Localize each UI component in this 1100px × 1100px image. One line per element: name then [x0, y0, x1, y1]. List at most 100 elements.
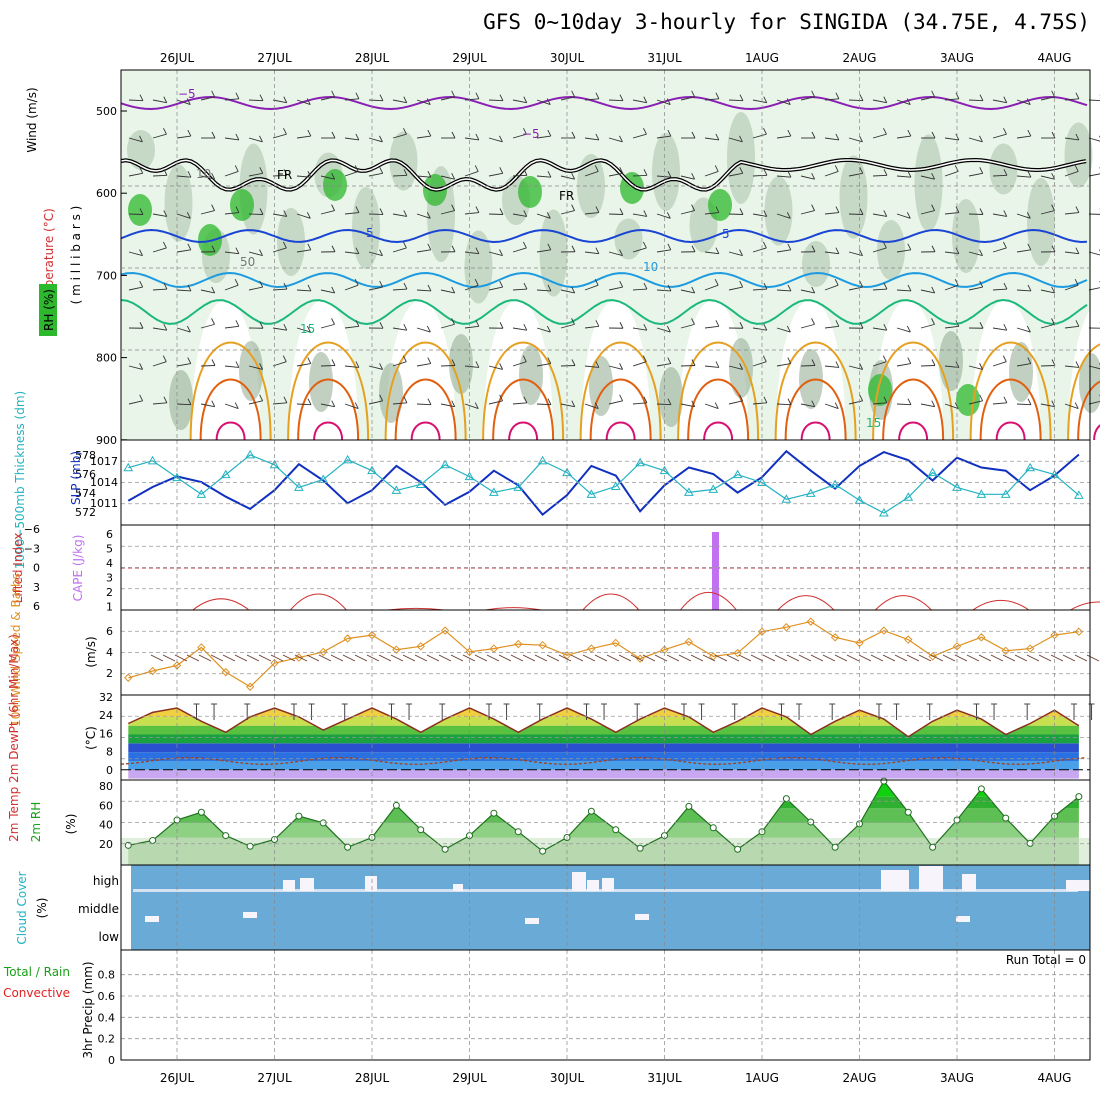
- wind-barb-flag: [739, 394, 744, 402]
- wind-barb: [584, 403, 599, 409]
- wind-barb: [536, 213, 551, 219]
- wind-barb: [848, 365, 863, 370]
- wind-barb: [944, 403, 959, 409]
- rh-point: [880, 777, 888, 785]
- cloud-units-label: (%): [35, 898, 49, 919]
- rh-high-region: [868, 374, 892, 406]
- wind-barb: [200, 289, 215, 294]
- wind-barb: [896, 175, 911, 178]
- wind-barb: [752, 99, 767, 104]
- high-cloud-bar: [283, 880, 295, 891]
- date-label-bottom: 28JUL: [355, 1071, 390, 1085]
- wind-barb-flag: [594, 279, 599, 286]
- precip-tick: 0.8: [98, 969, 116, 982]
- wind-barb: [632, 213, 647, 217]
- wind-barb-flag: [691, 90, 696, 98]
- wind-barb-flag: [1003, 127, 1007, 135]
- wind-barb-flag: [714, 165, 719, 172]
- wind-barb: [944, 251, 959, 255]
- wind-barb: [872, 327, 887, 331]
- rh-point: [612, 826, 620, 834]
- moist-region: [1027, 178, 1055, 266]
- wind-barb-flag: [619, 322, 624, 329]
- wind-barb: [656, 249, 671, 253]
- wind-barb-flag: [1051, 90, 1056, 98]
- wind-barb-flag: [139, 94, 144, 101]
- date-label-top: 28JUL: [355, 51, 390, 65]
- wind-barb-flag: [331, 131, 336, 139]
- wind-barb-flag: [499, 208, 504, 215]
- contour-label: 5: [722, 227, 730, 241]
- isotherm-30: [313, 421, 344, 441]
- wind-barb-flag: [379, 94, 384, 101]
- wind-barb-flag: [546, 325, 551, 333]
- wind-barb-flag: [691, 245, 696, 252]
- date-label-bottom: 26JUL: [160, 1071, 195, 1085]
- wind-barb-flag: [667, 357, 672, 364]
- wind-barb-10m: [678, 654, 692, 662]
- wind-barb-flag: [523, 323, 528, 331]
- wind-barb: [1064, 365, 1079, 368]
- wind-barb-flag: [739, 135, 743, 143]
- date-label-top: 31JUL: [647, 51, 682, 65]
- wind-barb-10m: [366, 654, 380, 662]
- wind-barb-flag: [1003, 323, 1008, 331]
- rh-tick: 40: [99, 819, 113, 832]
- wind-barb-flag: [642, 241, 647, 249]
- wind-barb-flag: [763, 210, 768, 217]
- wind-barb: [1064, 251, 1079, 255]
- wind-barb: [272, 99, 287, 104]
- li-axis-label: Lifted Index: [11, 533, 25, 604]
- wind-barb-flag: [931, 131, 936, 139]
- rh2m-units-label: (%): [64, 814, 78, 835]
- wind-barb-10m: [822, 654, 836, 662]
- wind-barb: [848, 400, 863, 405]
- wind-barb-flag: [906, 98, 911, 105]
- wind-speed-point: [1025, 644, 1035, 653]
- li-curve: [1070, 601, 1100, 611]
- moist-region: [1064, 122, 1093, 188]
- li-curve: [972, 599, 1030, 611]
- wind-barb-flag: [163, 323, 168, 331]
- wind-barb-flag: [283, 96, 288, 103]
- wind-barb: [224, 98, 239, 101]
- isotherm-15: [120, 298, 1088, 326]
- wind-barb-flag: [643, 396, 648, 403]
- wind-barb-flag: [139, 249, 143, 256]
- wind-barb-flag: [595, 206, 600, 213]
- thickness-point: [269, 459, 280, 469]
- wind-barb-flag: [883, 210, 888, 217]
- wind-barb-flag: [331, 204, 335, 211]
- wind-speed-point: [440, 626, 450, 635]
- wind-barb-flag: [547, 398, 552, 405]
- wind-barb-flag: [1003, 210, 1008, 217]
- thickness-tick: 574: [75, 487, 96, 500]
- wind-barb-10m: [378, 654, 392, 662]
- wind-barb-flag: [163, 169, 168, 176]
- wind-barb: [368, 400, 383, 405]
- wind-barb: [968, 365, 983, 370]
- wind-barb-10m: [966, 654, 980, 662]
- wind-tick: 2: [106, 667, 113, 680]
- rh-point: [807, 818, 815, 826]
- cape-tick: 1: [106, 601, 113, 614]
- wind-barb: [464, 212, 479, 215]
- wind-speed-point: [245, 682, 255, 691]
- thickness-point: [903, 492, 914, 501]
- wind-barb: [608, 286, 623, 291]
- wind-barb: [344, 325, 359, 329]
- wind-barb-flag: [907, 284, 912, 292]
- wind-barb: [776, 289, 791, 292]
- wind-barb-flag: [594, 165, 599, 172]
- temp-units-label: (°C): [84, 726, 98, 750]
- wind-barb: [344, 171, 359, 177]
- wind-speed-point: [904, 635, 913, 644]
- wind-barb-flag: [931, 286, 936, 294]
- cloud-axis-label: Cloud Cover: [15, 871, 29, 944]
- wind-barb-flag: [883, 396, 888, 403]
- wind-barb-flag: [355, 206, 360, 213]
- moist-region: [519, 345, 543, 405]
- wind-barb-flag: [235, 320, 240, 327]
- rh-point: [929, 843, 937, 851]
- wind-barb: [536, 403, 552, 406]
